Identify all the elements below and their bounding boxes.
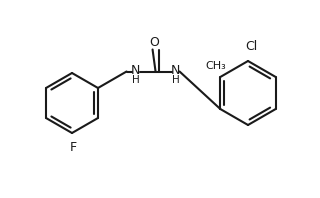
Text: H: H	[132, 74, 140, 85]
Text: CH₃: CH₃	[205, 61, 226, 71]
Text: N: N	[171, 64, 180, 77]
Text: Cl: Cl	[245, 40, 257, 53]
Text: O: O	[150, 36, 159, 49]
Text: F: F	[69, 141, 76, 154]
Text: H: H	[172, 74, 180, 85]
Text: N: N	[131, 64, 140, 77]
